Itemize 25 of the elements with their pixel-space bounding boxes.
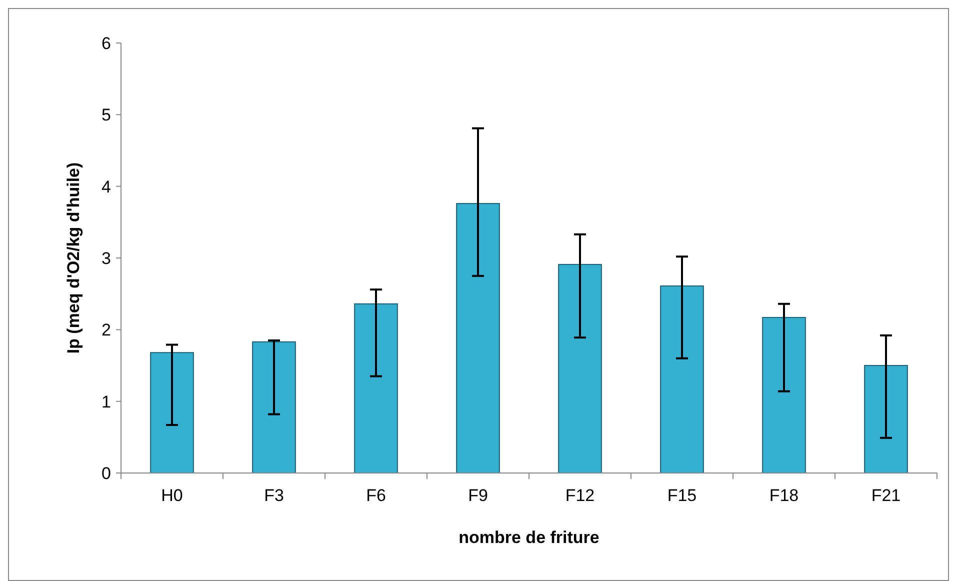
x-tick-label: F3 xyxy=(264,486,284,505)
bar xyxy=(558,264,602,474)
x-tick-label: F9 xyxy=(468,486,488,505)
bar xyxy=(456,203,500,474)
bar xyxy=(762,316,806,474)
bar xyxy=(150,352,194,474)
x-tick-label: F6 xyxy=(366,486,386,505)
y-tick-label: 0 xyxy=(102,464,111,483)
x-tick-label: F18 xyxy=(769,486,799,505)
y-tick-label: 3 xyxy=(102,248,111,268)
x-tick-label: F12 xyxy=(565,486,595,505)
y-tick-label: 4 xyxy=(102,177,111,196)
y-axis-title: Ip (meq d'O2/kg d'huile) xyxy=(64,162,83,354)
y-tick-label: 6 xyxy=(102,34,111,53)
x-tick-label: H0 xyxy=(161,486,183,505)
y-tick-label: 2 xyxy=(102,320,111,340)
bar xyxy=(354,303,398,474)
bar xyxy=(864,365,908,474)
y-tick-label: 1 xyxy=(102,392,111,412)
bar xyxy=(660,285,704,474)
x-tick-label: F21 xyxy=(871,486,901,505)
bar xyxy=(252,341,296,474)
x-tick-label: F15 xyxy=(667,486,697,505)
y-tick-label: 5 xyxy=(102,106,111,125)
x-axis-title: nombre de friture xyxy=(458,528,600,547)
